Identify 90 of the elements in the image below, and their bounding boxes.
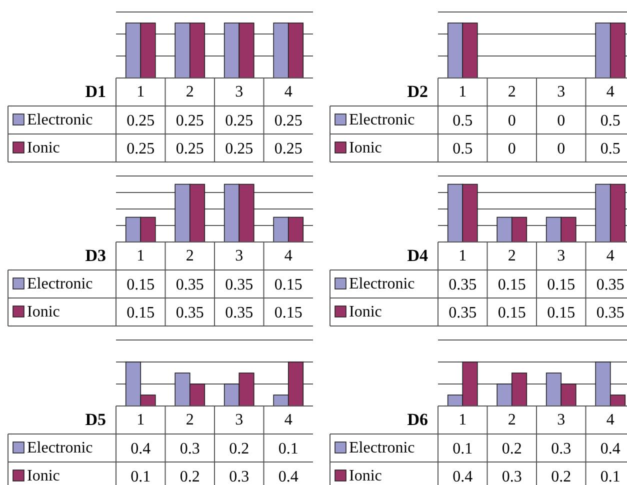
data-label: 0.35 [596,304,624,322]
data-label: 0 [508,140,516,158]
data-label: 0.35 [176,304,204,322]
data-label: 0.2 [502,440,522,458]
data-label: 0.3 [551,440,572,458]
text: D4 [407,246,428,265]
x-tick-label: 3 [235,84,244,101]
x-tick-label: 2 [186,248,194,265]
data-label: 0.4 [452,468,473,485]
data-label: 0.15 [126,276,155,294]
x-tick-label: 4 [284,412,292,429]
text: D2 [407,82,428,101]
data-label: 0.35 [225,304,254,322]
text: D1 [85,82,106,101]
x-tick-label: 1 [136,84,145,101]
data-label: 0.4 [600,440,620,458]
data-label: 0.35 [176,276,204,294]
data-label: 0.35 [225,276,254,294]
x-tick-label: 2 [186,412,194,429]
data-label: 0.25 [274,140,302,158]
data-label: 0 [557,112,566,130]
x-tick-label: 1 [458,84,467,101]
legend-label: Ionic [27,140,60,157]
data-label: 0.25 [126,112,155,130]
x-tick-label: 1 [136,248,145,265]
x-tick-label: 3 [235,412,244,429]
data-label: 0 [508,112,516,130]
x-tick-label: 2 [508,248,516,265]
data-label: 0.1 [600,468,620,485]
x-tick-label: 4 [606,84,614,101]
data-label: 0.1 [130,468,151,485]
legend-label: Ionic [349,140,382,157]
text: D5 [85,410,106,429]
legend-label: Ionic [349,468,382,485]
data-label: 0.1 [452,440,473,458]
data-label: 0.4 [278,468,298,485]
legend-label: Electronic [349,112,415,129]
data-label: 0.15 [274,304,302,322]
data-label: 0.5 [600,140,620,158]
x-tick-label: 1 [458,412,467,429]
text: D3 [85,246,106,265]
x-tick-label: 1 [136,412,145,429]
data-label: 0.5 [600,112,620,130]
legend-label: Electronic [349,440,415,457]
legend-label: Electronic [27,112,93,129]
x-tick-label: 3 [557,412,566,429]
x-tick-label: 2 [508,412,516,429]
x-tick-label: 4 [284,248,292,265]
data-label: 0.5 [452,112,473,130]
x-tick-label: 2 [508,84,516,101]
x-tick-label: 3 [235,248,244,265]
legend-label: Ionic [27,304,60,321]
text: D6 [407,410,428,429]
data-label: 0.15 [498,304,526,322]
data-label: 0.15 [498,276,526,294]
data-label: 0.15 [274,276,302,294]
x-tick-label: 3 [557,248,566,265]
data-label: 0.25 [225,140,254,158]
data-label: 0 [557,140,566,158]
data-label: 0.25 [176,112,204,130]
data-label: 0.15 [126,304,155,322]
data-label: 0.3 [180,440,200,458]
x-tick-label: 4 [284,84,292,101]
data-label: 0.4 [130,440,151,458]
legend-label: Electronic [27,440,93,457]
data-label: 0.35 [448,304,477,322]
x-tick-label: 2 [186,84,194,101]
x-tick-label: 4 [606,412,614,429]
data-label: 0.3 [229,468,250,485]
data-label: 0.35 [448,276,477,294]
data-label: 0.25 [126,140,155,158]
data-label: 0.25 [176,140,204,158]
legend-label: Ionic [27,468,60,485]
data-label: 0.15 [547,276,576,294]
data-label: 0.1 [278,440,298,458]
legend-label: Electronic [349,276,415,293]
legend-label: Electronic [27,276,93,293]
x-tick-label: 4 [606,248,614,265]
x-tick-label: 3 [557,84,566,101]
legend-label: Ionic [349,304,382,321]
data-label: 0.2 [551,468,572,485]
data-label: 0.25 [274,112,302,130]
data-label: 0.2 [229,440,250,458]
data-label: 0.35 [596,276,624,294]
data-label: 0.5 [452,140,473,158]
data-label: 0.3 [502,468,522,485]
data-label: 0.25 [225,112,254,130]
data-label: 0.2 [180,468,200,485]
x-tick-label: 1 [458,248,467,265]
data-label: 0.15 [547,304,576,322]
